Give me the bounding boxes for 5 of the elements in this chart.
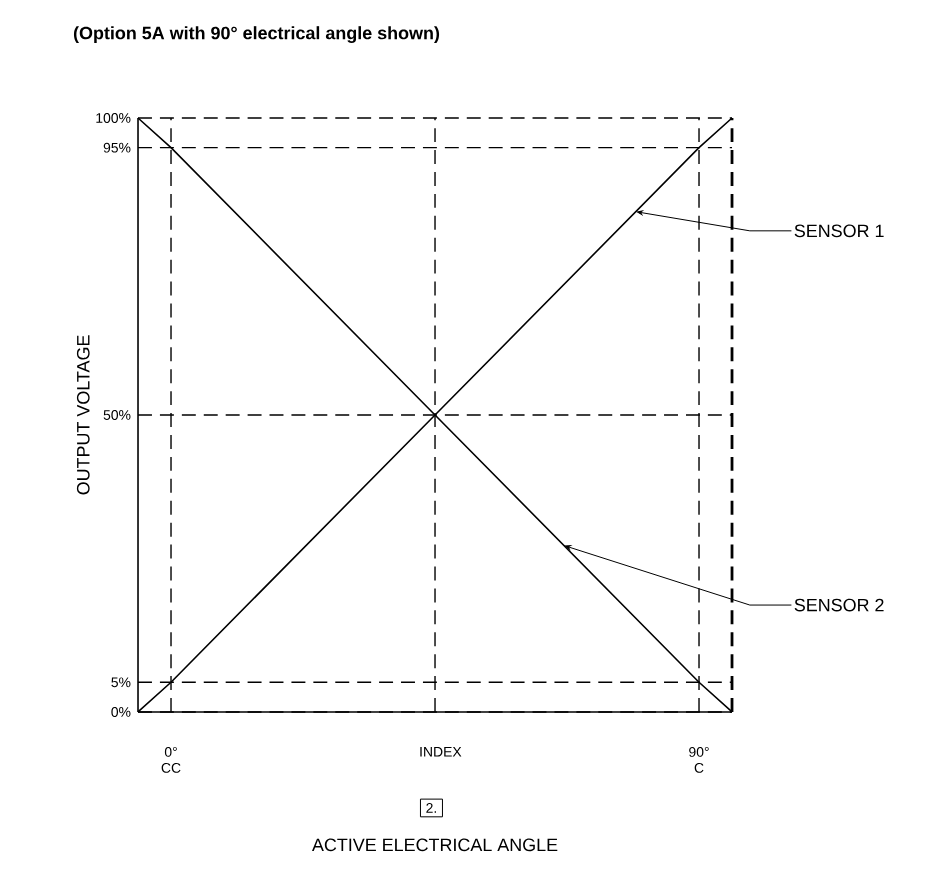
chart-title: (Option 5A with 90° electrical angle shown) xyxy=(73,26,440,43)
x-axis-title: ACTIVE ELECTRICAL ANGLE xyxy=(311,838,558,852)
text: SENSOR 2 xyxy=(794,598,884,612)
text: SENSOR 1 xyxy=(794,224,884,238)
y-axis-title: OUTPUT VOLTAGE xyxy=(76,335,90,495)
